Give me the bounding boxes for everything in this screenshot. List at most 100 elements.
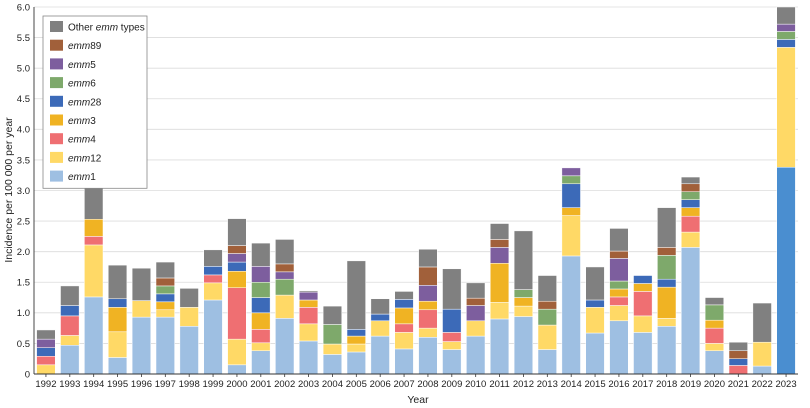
- bar-segment-emm12-2010: [466, 320, 486, 337]
- legend: Other emm types emm89 emm5 emm6 emm28 emm3 emm…: [42, 15, 148, 189]
- bar-segment-emm3-1997: [155, 301, 175, 311]
- bar-segment-emm4-1994: [84, 236, 104, 246]
- x-tick-label: 1996: [131, 379, 152, 390]
- bar-segment-other-2015: [585, 266, 605, 301]
- bar-segment-emm4-2021: [728, 365, 748, 375]
- bar-segment-emm5-2008: [418, 285, 438, 302]
- legend-label-other: Other emm types: [68, 23, 145, 34]
- legend-label-emm12: emm12: [68, 153, 102, 164]
- bar-segment-emm1-1999: [203, 299, 223, 375]
- bar-segment-emm89-2016: [609, 250, 629, 259]
- bar-segment-emm89-2021: [728, 350, 748, 359]
- legend-label-emm3: emm3: [68, 116, 96, 127]
- bar-segment-emm28-2007: [394, 299, 414, 309]
- bar-segment-emm5-1992: [36, 338, 56, 348]
- x-tick-label: 1994: [83, 379, 104, 390]
- x-tick-label: 1993: [59, 379, 80, 390]
- x-tick-label: 2004: [322, 379, 343, 390]
- bar-segment-emm28-2006: [370, 313, 390, 322]
- bar-segment-emm12-2022: [752, 341, 772, 367]
- y-tick-label: 6.0: [17, 2, 30, 13]
- bar-segment-other-1998: [179, 288, 199, 308]
- bar-segment-emm12-2011: [490, 302, 510, 320]
- bar-segment-emm6-2020: [704, 304, 724, 321]
- bar-segment-emm12-2003: [299, 323, 319, 342]
- x-tick-label: 2006: [370, 379, 391, 390]
- y-axis-label: Incidence per 100 000 per year: [3, 117, 15, 263]
- bar-segment-emm28-2015: [585, 299, 605, 308]
- x-axis-label: Year: [407, 394, 429, 406]
- bar-segment-emm1-1998: [179, 326, 199, 375]
- legend-swatch-emm28: [50, 95, 63, 107]
- x-tick-label: 1995: [107, 379, 128, 390]
- bar-segment-emm28-2005: [346, 329, 366, 337]
- bar-segment-emm1-2020: [704, 350, 724, 375]
- bar-segment-emm12-2008: [418, 327, 438, 338]
- bar-segment-emm3-2003: [299, 299, 319, 308]
- bar-segment-emm12-2018: [657, 318, 677, 327]
- bar-segment-emm6-2012: [513, 289, 533, 298]
- x-tick-label: 2011: [489, 379, 509, 390]
- bar-segment-emm4-1992: [36, 356, 56, 366]
- bar-segment-emm1-2013: [537, 349, 557, 375]
- y-tick-label: 2.5: [17, 216, 30, 227]
- bar-segment-other-2011: [490, 223, 510, 240]
- bar-segment-emm3-2017: [633, 283, 653, 292]
- y-tick-label: 3.0: [17, 186, 30, 197]
- bar-segment-emm5-2014: [561, 167, 581, 177]
- bar-segment-emm89-2010: [466, 297, 486, 306]
- legend-swatch-other: [50, 21, 63, 32]
- x-tick-label: 2014: [561, 379, 582, 390]
- bar-segment-emm4-2001: [251, 329, 271, 344]
- bar-segment-emm12-2019: [681, 231, 701, 248]
- x-tick-label: 1999: [202, 379, 223, 390]
- bar-segment-other-2006: [370, 298, 390, 315]
- bar-segment-emm89-1997: [155, 277, 175, 287]
- bar-segment-emm12-2023: [776, 47, 796, 168]
- bar-segment-emm1-1993: [60, 345, 80, 375]
- bar-segment-emm6-1997: [155, 285, 175, 295]
- y-tick-label: 4.0: [17, 125, 30, 136]
- bar-segment-emm6-2001: [251, 282, 271, 298]
- bar-segment-emm4-2009: [442, 332, 462, 342]
- y-tick-label: 5.5: [17, 33, 30, 44]
- bar-segment-emm5-2002: [275, 271, 295, 280]
- bar-segment-emm4-2020: [704, 327, 724, 344]
- bar-segment-emm28-2023: [776, 39, 796, 48]
- x-tick-label: 2018: [656, 379, 677, 390]
- bar-segment-other-1992: [36, 329, 56, 340]
- bar-segment-other-2009: [442, 268, 462, 310]
- bar-segment-emm3-2007: [394, 307, 414, 325]
- bar-segment-other-2008: [418, 248, 438, 268]
- bar-segment-emm1-2009: [442, 349, 462, 375]
- bar-segment-emm12-1999: [203, 282, 223, 301]
- bar-segment-emm4-2016: [609, 296, 629, 306]
- bar-segment-emm12-1992: [36, 364, 56, 375]
- bar-segment-emm1-2006: [370, 335, 390, 375]
- bar-segment-emm12-2015: [585, 307, 605, 334]
- y-tick-label: 4.5: [17, 94, 30, 105]
- bar-segment-emm6-2002: [275, 278, 295, 296]
- bar-segment-other-2018: [657, 207, 677, 248]
- bar-segment-emm1-2001: [251, 350, 271, 375]
- bar-segment-emm1-2014: [561, 255, 581, 375]
- bar-segment-emm28-2001: [251, 297, 271, 314]
- legend-swatch-emm1: [50, 170, 63, 182]
- bar-segment-other-2005: [346, 260, 366, 330]
- bar-segment-emm5-2023: [776, 23, 796, 32]
- legend-swatch-emm4: [50, 133, 63, 145]
- bar-segment-emm1-2023: [776, 167, 796, 375]
- bar-segment-emm28-2021: [728, 358, 748, 366]
- bar-segment-emm12-2014: [561, 215, 581, 257]
- bar-segment-emm1-2005: [346, 351, 366, 375]
- x-tick-label: 2016: [608, 379, 629, 390]
- y-tick-label: 3.5: [17, 155, 30, 166]
- bar-segment-emm1-2003: [299, 340, 319, 375]
- bar-segment-other-2022: [752, 302, 772, 343]
- bar-segment-other-2019: [681, 176, 701, 185]
- legend-label-emm28: emm28: [68, 97, 102, 108]
- x-tick-label: 2009: [441, 379, 462, 390]
- bar-segment-emm12-2007: [394, 332, 414, 350]
- bar-segment-emm1-2008: [418, 337, 438, 375]
- x-tick-label: 2023: [775, 379, 796, 390]
